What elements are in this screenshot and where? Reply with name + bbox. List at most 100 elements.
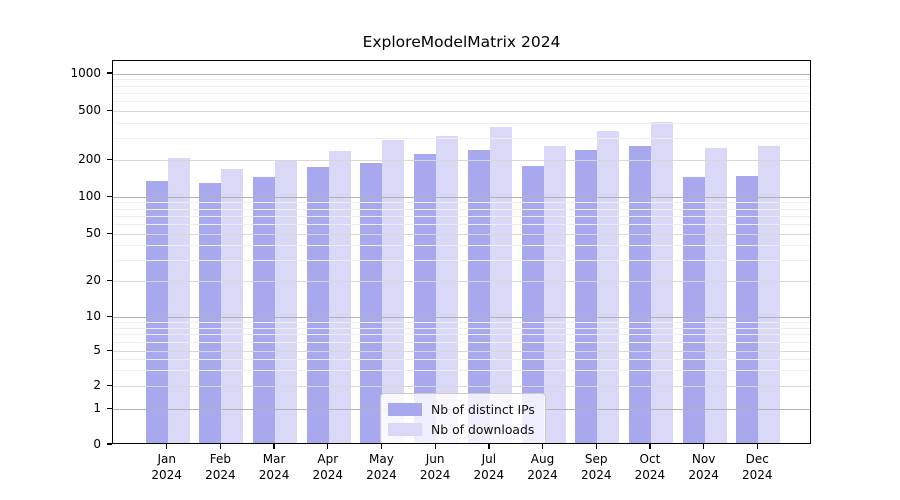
y-tick-mark [107,72,112,74]
x-tick-month: Jun [425,452,445,466]
x-tick-month: Oct [639,452,661,466]
x-tick-month: Mar [262,452,286,466]
x-tick-label: Apr 2024 [296,452,360,483]
major-gridline [113,350,810,352]
x-tick-label: Jan 2024 [135,452,199,483]
x-tick-mark [380,444,383,449]
major-gridline [113,196,810,198]
minor-gridline [113,260,810,262]
x-tick-month: Dec [745,452,769,466]
x-tick-label: Jul 2024 [457,452,521,483]
legend-item: Nb of distinct IPs [388,399,535,419]
minor-gridline [113,370,810,372]
x-tick-year: 2024 [527,467,558,482]
bar-downloads [221,169,244,443]
major-gridline [113,73,810,75]
x-tick-mark [273,444,275,449]
x-tick-month: Sep [584,452,608,466]
x-tick-label: Feb 2024 [188,452,252,483]
y-tick-label: 1000 [70,65,101,80]
y-tick-label: 100 [78,188,101,203]
x-tick-year: 2024 [205,467,236,482]
bar-downloads [758,146,781,443]
y-tick-mark [107,232,112,234]
x-tick-year: 2024 [258,467,290,482]
minor-gridline [113,334,810,336]
major-gridline [113,281,810,283]
bar-downloads [597,130,620,443]
major-gridline [113,160,810,162]
minor-gridline [113,85,810,87]
bar-distinct-ips [253,176,276,443]
y-tick-mark [107,408,112,410]
legend-label: Nb of distinct IPs [431,401,535,417]
x-tick-year: 2024 [312,467,344,482]
minor-gridline [113,321,810,323]
y-tick-label: 200 [78,152,101,167]
x-tick-mark [219,444,222,449]
bar-downloads [489,126,512,443]
x-tick-mark [166,444,168,449]
minor-gridline [113,245,810,247]
y-tick-label: 0 [93,436,101,451]
x-tick-label: Jun 2024 [403,452,467,483]
x-tick-month: Aug [530,452,555,466]
y-tick-label: 5 [93,342,101,357]
bar-distinct-ips [736,175,759,443]
y-tick-mark [107,159,112,161]
y-tick-label: 500 [78,103,101,118]
minor-gridline [113,359,810,361]
x-tick-mark [703,444,705,449]
minor-gridline [113,101,810,103]
bar-distinct-ips [682,176,705,443]
bar-distinct-ips [521,165,544,443]
bar-downloads [436,136,459,443]
bar-distinct-ips [360,163,383,443]
minor-gridline [113,208,810,210]
x-tick-month: May [369,452,394,466]
minor-gridline [113,79,810,81]
bar-downloads [382,139,405,443]
x-tick-mark [756,444,758,449]
legend-item: Nb of downloads [388,419,535,439]
x-tick-mark [595,444,597,449]
x-tick-year: 2024 [473,467,505,482]
legend-label: Nb of downloads [431,421,535,437]
x-tick-year: 2024 [366,467,397,482]
x-tick-mark [488,444,490,449]
x-tick-mark [327,444,329,449]
bar-downloads [275,159,298,443]
y-tick-label: 50 [85,225,101,240]
x-tick-label: Dec 2024 [725,452,789,483]
bar-downloads [704,148,727,443]
bar-downloads [167,157,190,443]
bar-distinct-ips [575,150,598,443]
x-tick-year: 2024 [742,467,773,482]
bar-downloads [650,121,673,443]
x-tick-year: 2024 [580,467,612,482]
major-gridline [113,316,810,318]
x-tick-year: 2024 [634,467,666,482]
major-gridline [113,233,810,235]
x-tick-month: Apr [317,452,339,466]
minor-gridline [113,202,810,204]
bar-downloads [328,150,351,443]
legend: Nb of distinct IPs Nb of downloads [380,393,546,443]
y-tick-label: 2 [93,377,101,392]
x-tick-month: Jan [157,452,176,466]
x-tick-label: May 2024 [349,452,413,483]
chart-title: ExploreModelMatrix 2024 [362,33,561,51]
x-tick-month: Feb [209,452,231,466]
x-tick-year: 2024 [151,467,182,482]
minor-gridline [113,327,810,329]
minor-gridline [113,341,810,343]
bar-distinct-ips [628,146,651,443]
y-tick-mark [107,443,112,445]
major-gridline [113,111,810,113]
bar-downloads [543,146,566,443]
minor-gridline [113,223,810,225]
x-tick-label: Mar 2024 [242,452,306,483]
y-tick-mark [107,280,112,282]
y-tick-label: 10 [85,308,101,323]
